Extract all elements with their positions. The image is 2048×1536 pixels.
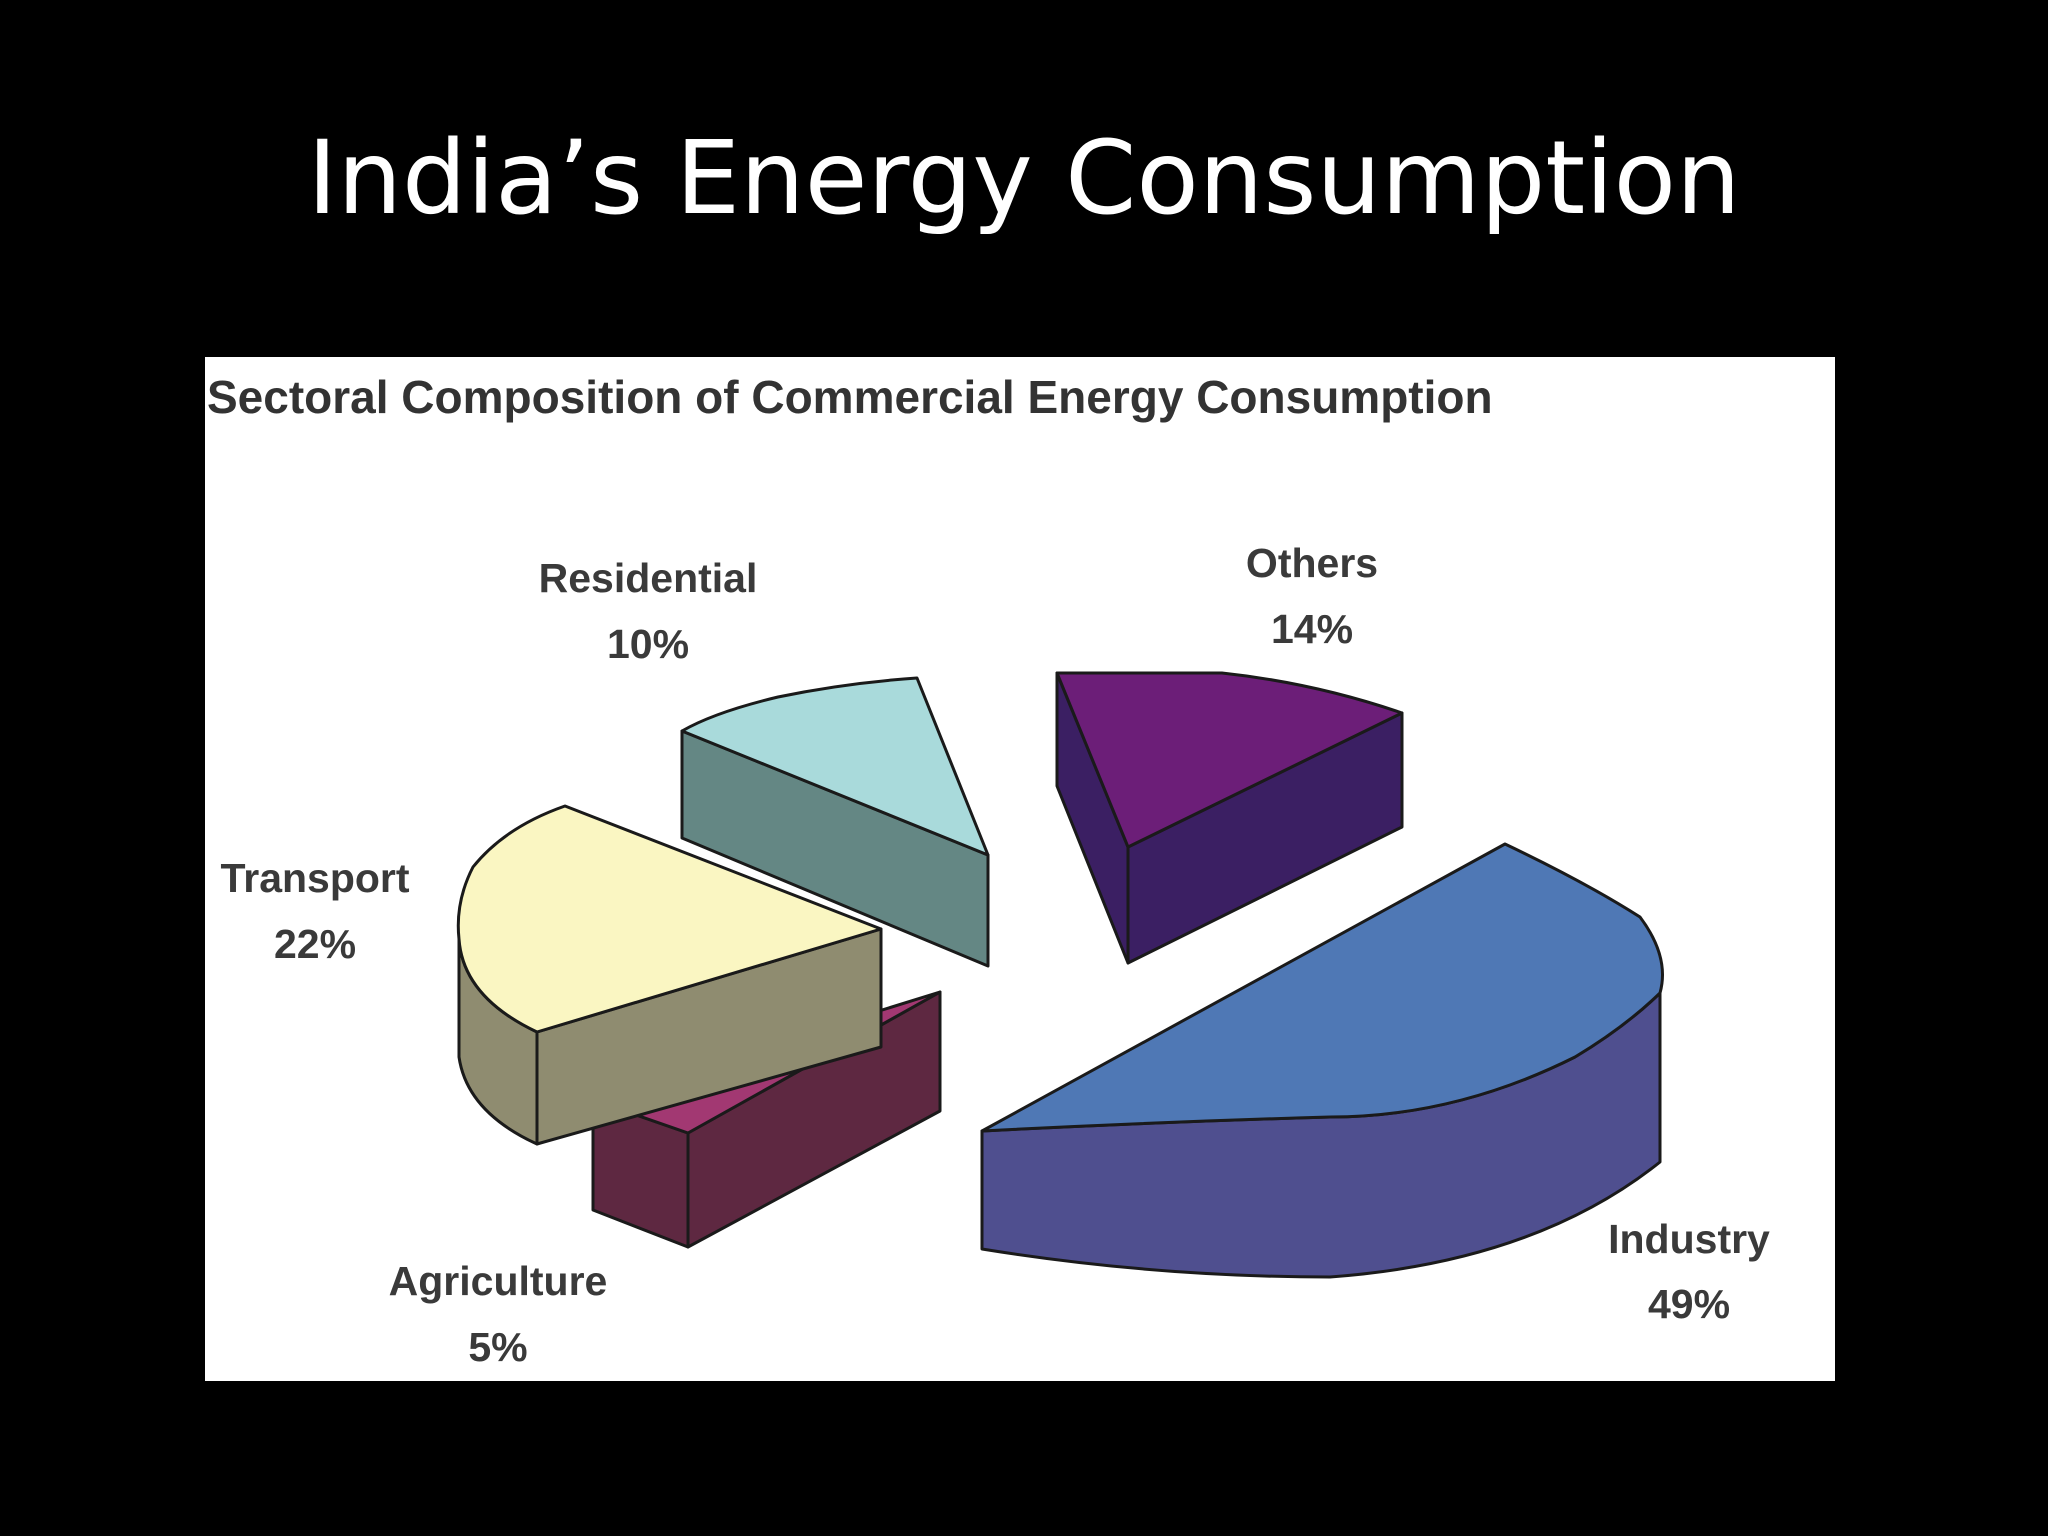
label-transport-category: Transport bbox=[220, 855, 409, 901]
pie-slice-residential bbox=[680, 676, 990, 968]
pie-chart-panel: Sectoral Composition of Commercial Energ… bbox=[205, 357, 1835, 1381]
chart-title: Sectoral Composition of Commercial Energ… bbox=[207, 371, 1493, 423]
label-residential-value: 10% bbox=[607, 621, 689, 667]
label-agriculture-value: 5% bbox=[468, 1324, 527, 1370]
label-agriculture-category: Agriculture bbox=[389, 1258, 608, 1304]
pie-slice-others bbox=[1055, 671, 1404, 965]
pie-slice-transport bbox=[456, 804, 883, 1146]
label-others-category: Others bbox=[1246, 540, 1378, 586]
label-others-value: 14% bbox=[1271, 606, 1353, 652]
slice-residential-top bbox=[680, 676, 990, 857]
pie-chart: Sectoral Composition of Commercial Energ… bbox=[207, 371, 1770, 1370]
label-residential-category: Residential bbox=[539, 555, 758, 601]
slice-transport-top bbox=[456, 804, 883, 1034]
label-transport-value: 22% bbox=[274, 921, 356, 967]
slice-industry-top bbox=[980, 842, 1664, 1133]
slice-others-top bbox=[1055, 671, 1404, 849]
label-industry-category: Industry bbox=[1608, 1216, 1770, 1262]
label-industry-value: 49% bbox=[1648, 1281, 1730, 1327]
pie-slice-industry bbox=[980, 842, 1664, 1279]
slide-title: India’s Energy Consumption bbox=[307, 119, 1741, 238]
